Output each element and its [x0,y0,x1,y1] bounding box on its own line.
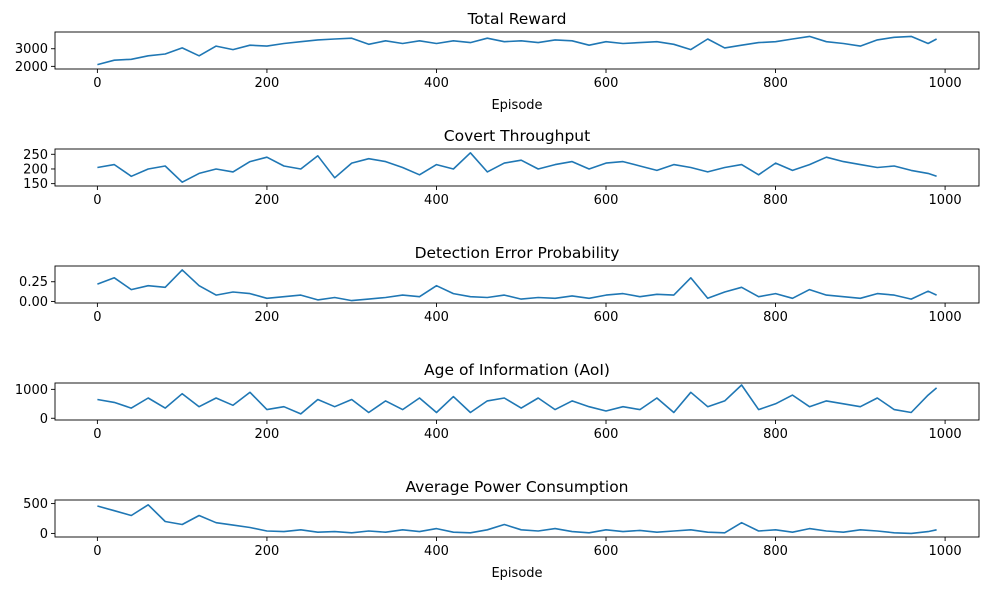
x-tick-label: 600 [594,544,619,559]
x-axis-label: Episode [491,98,542,113]
chart-title: Detection Error Probability [415,244,620,262]
plot-frame [54,265,980,304]
x-tick-label: 800 [763,76,788,91]
plot-frame [54,148,980,187]
x-tick-label: 800 [763,427,788,442]
y-tick-label: 2000 [15,60,48,75]
x-tick-label: 800 [763,310,788,325]
y-tick-label: 0.00 [19,295,48,310]
plot-frame [54,382,980,421]
x-tick-label: 1000 [929,427,962,442]
y-tick-label: 0.25 [19,275,48,290]
x-tick-label: 600 [594,310,619,325]
y-tick-label: 150 [23,177,48,192]
x-tick-label: 1000 [929,76,962,91]
x-tick-label: 1000 [929,544,962,559]
subplot-age-of-information: Age of Information (AoI) 0 200 400 600 800 100… [15,361,980,442]
x-tick-label: 600 [594,76,619,91]
series-line [97,152,937,183]
subplot-total-reward: Total Reward 0 200 400 600 800 1000 2000 3000 Epi… [15,10,980,113]
subplot-average-power-consumption: Average Power Consumption 0 200 400 600 800 10… [23,478,980,581]
x-tick-label: 0 [93,193,101,208]
series-line [97,384,938,415]
plot-frame [54,31,980,70]
y-tick-label: 0 [40,412,48,427]
y-tick-label: 0 [40,527,48,542]
x-tick-label: 200 [255,193,280,208]
x-axis-label: Episode [491,566,542,581]
y-tick-label: 1000 [15,383,48,398]
chart-title: Covert Throughput [444,127,590,145]
y-tick-label: 250 [23,148,48,163]
y-tick-label: 500 [23,497,48,512]
x-tick-label: 600 [594,193,619,208]
x-tick-label: 400 [424,193,449,208]
subplot-detection-error-probability: Detection Error Probability 0 200 400 600 800… [19,244,980,325]
y-tick-label: 200 [23,162,48,177]
x-tick-label: 400 [424,76,449,91]
x-tick-label: 200 [255,427,280,442]
plot-frame [54,499,980,538]
x-tick-label: 600 [594,427,619,442]
x-tick-label: 1000 [929,193,962,208]
x-tick-label: 400 [424,544,449,559]
chart-title: Age of Information (AoI) [424,361,610,379]
x-tick-label: 0 [93,427,101,442]
x-tick-label: 200 [255,76,280,91]
x-tick-label: 800 [763,193,788,208]
x-tick-label: 0 [93,76,101,91]
chart-title: Average Power Consumption [405,478,628,496]
x-tick-label: 0 [93,544,101,559]
x-tick-label: 0 [93,310,101,325]
x-tick-label: 400 [424,427,449,442]
series-line [97,35,937,66]
series-line [97,269,937,302]
x-tick-label: 200 [255,544,280,559]
chart-title: Total Reward [467,10,567,28]
x-tick-label: 1000 [929,310,962,325]
x-tick-label: 200 [255,310,280,325]
y-tick-label: 3000 [15,42,48,57]
x-tick-label: 400 [424,310,449,325]
series-line [97,503,937,535]
x-tick-label: 800 [763,544,788,559]
